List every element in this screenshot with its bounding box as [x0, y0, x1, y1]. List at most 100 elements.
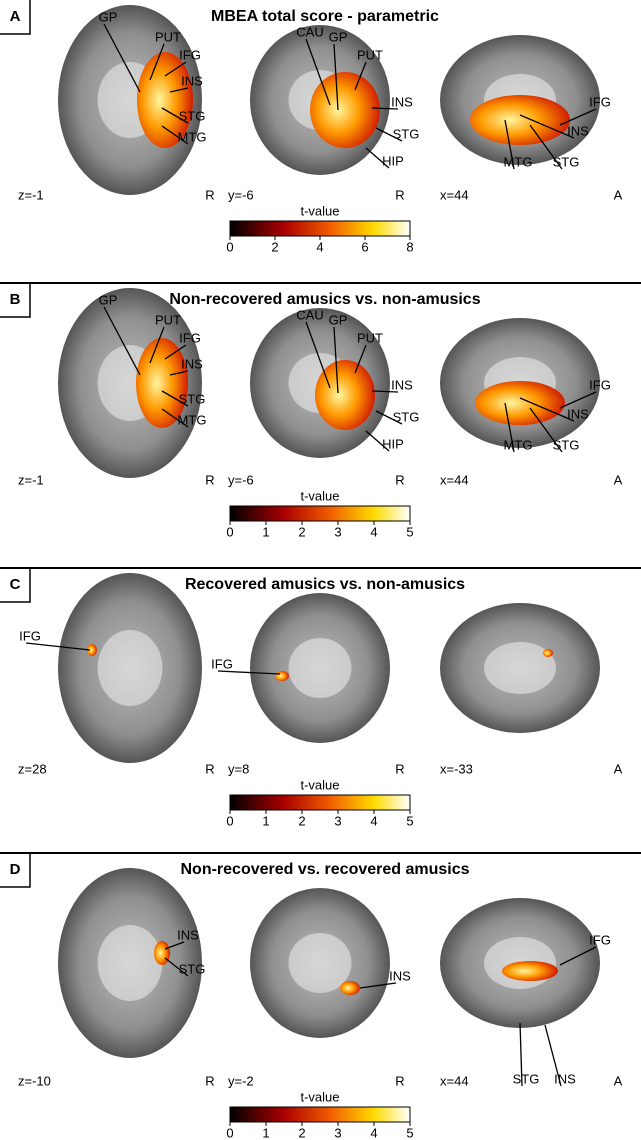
leader-line	[359, 982, 397, 989]
leader-line	[504, 402, 515, 453]
colorbar-tick-label: 2	[298, 524, 305, 539]
region-label: STG	[393, 126, 420, 141]
leader-line	[161, 390, 189, 407]
orientation: R	[205, 472, 214, 487]
region-label: INS	[181, 356, 203, 371]
leader-line	[354, 344, 367, 374]
activation	[470, 95, 570, 145]
orientation: A	[614, 761, 623, 776]
leader-line	[169, 370, 189, 376]
leader-line	[529, 407, 563, 453]
panel-letter-box	[0, 853, 31, 888]
leader-line	[161, 125, 189, 145]
colorbar	[229, 794, 411, 811]
slice-coordinate: y=-2	[228, 1073, 254, 1088]
leader-line	[529, 124, 563, 170]
colorbar-tick-label: 0	[226, 1125, 233, 1140]
colorbar-tick-label: 2	[298, 1125, 305, 1140]
colorbar-tick-label: 6	[361, 239, 368, 254]
slice-coordinate: z=-10	[18, 1073, 51, 1088]
leader-line	[333, 43, 339, 111]
slice-coordinate: y=8	[228, 761, 249, 776]
colorbar	[229, 220, 411, 237]
slice-coordinate: x=-33	[440, 761, 473, 776]
leader-line	[354, 61, 367, 91]
leader-line	[217, 670, 281, 675]
orientation: R	[395, 761, 404, 776]
region-label: HIP	[382, 436, 404, 451]
colorbar-tick-label: 5	[406, 813, 413, 828]
colorbar-tick-label: 0	[226, 524, 233, 539]
colorbar-tick-label: 3	[334, 813, 341, 828]
colorbar-tick-label: 1	[262, 813, 269, 828]
colorbar	[229, 505, 411, 522]
colorbar-title: t-value	[300, 203, 339, 218]
region-label: STG	[513, 1071, 540, 1086]
region-label: STG	[179, 391, 206, 406]
brain-inner	[97, 630, 163, 706]
region-label: PUT	[155, 312, 181, 327]
colorbar-tick-label: 2	[271, 239, 278, 254]
brain-inner	[288, 638, 352, 698]
region-label: IFG	[179, 47, 201, 62]
colorbar-tick-label: 2	[298, 813, 305, 828]
leader-line	[161, 408, 189, 428]
colorbar-tick-label: 4	[370, 1125, 377, 1140]
panel-title: Recovered amusics vs. non-amusics	[185, 576, 465, 593]
region-label: INS	[177, 927, 199, 942]
activation	[475, 381, 565, 425]
leader-line	[149, 43, 165, 81]
colorbar-tick-label: 4	[370, 813, 377, 828]
leader-line	[519, 1022, 523, 1087]
region-label: MTG	[178, 129, 207, 144]
orientation: R	[205, 187, 214, 202]
colorbar-tick-label: 4	[316, 239, 323, 254]
leader-line	[504, 119, 515, 170]
activation	[275, 671, 289, 681]
leader-line	[305, 321, 331, 389]
colorbar-tick-label: 8	[406, 239, 413, 254]
region-label: STG	[393, 409, 420, 424]
orientation: A	[614, 472, 623, 487]
slice-coordinate: y=-6	[228, 472, 254, 487]
leader-line	[164, 957, 189, 977]
leader-line	[559, 946, 597, 966]
region-label: INS	[181, 73, 203, 88]
region-label: STG	[553, 154, 580, 169]
activation	[502, 961, 558, 981]
panel-title: MBEA total score - parametric	[211, 8, 439, 25]
activation	[543, 649, 553, 657]
colorbar-tick-label: 0	[226, 239, 233, 254]
leader-line	[169, 87, 189, 93]
orientation: R	[395, 187, 404, 202]
colorbar-tick-label: 5	[406, 1125, 413, 1140]
region-label: INS	[554, 1071, 576, 1086]
region-label: IFG	[589, 94, 611, 109]
leader-line	[164, 61, 187, 77]
leader-line	[149, 326, 165, 364]
activation	[310, 72, 380, 148]
region-label: MTG	[178, 412, 207, 427]
leader-line	[519, 114, 575, 139]
slice-coordinate: x=44	[440, 472, 469, 487]
region-label: PUT	[155, 29, 181, 44]
slice-coordinate: x=44	[440, 1073, 469, 1088]
leader-line	[365, 147, 390, 169]
colorbar	[229, 1106, 411, 1123]
region-label: INS	[391, 377, 413, 392]
panel-title: Non-recovered amusics vs. non-amusics	[169, 291, 480, 308]
slice-coordinate: z=-1	[18, 472, 44, 487]
region-label: INS	[567, 406, 589, 421]
activation	[154, 941, 170, 965]
region-label: PUT	[357, 47, 383, 62]
region-label: IFG	[19, 628, 41, 643]
leader-line	[559, 108, 597, 126]
orientation: A	[614, 1073, 623, 1088]
panel-letter-box	[0, 283, 31, 318]
slice-coordinate: z=28	[18, 761, 47, 776]
region-label: CAU	[296, 24, 323, 39]
region-label: IFG	[589, 932, 611, 947]
colorbar-title: t-value	[300, 1089, 339, 1104]
orientation: R	[205, 761, 214, 776]
region-label: MTG	[504, 154, 533, 169]
